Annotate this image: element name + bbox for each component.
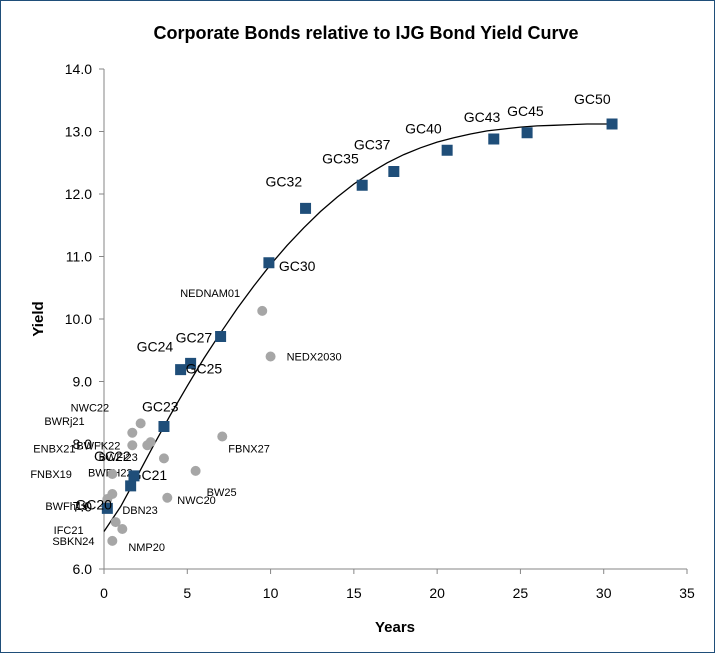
- corporate-bond-label: DBN23: [122, 505, 157, 517]
- corporate-bond-point: [162, 492, 173, 503]
- corporate-bond-label: NEDNAM01: [180, 288, 240, 300]
- government-bond-point: [128, 470, 140, 482]
- yield-curve-line: [103, 123, 612, 532]
- corporate-bond-point: [107, 469, 118, 479]
- corporate-bond-point: [107, 535, 118, 546]
- government-bond-label: GC25: [186, 360, 223, 376]
- government-bond-point: [158, 421, 170, 432]
- corporate-bond-label: FBNX27: [228, 444, 270, 456]
- government-bond-label: GC43: [464, 109, 501, 125]
- corporate-bond-point: [257, 305, 268, 316]
- government-bond-point: [300, 202, 312, 214]
- corporate-bond-label: IFC21: [54, 525, 84, 537]
- corporate-bond-point: [265, 351, 276, 362]
- corporate-bond-point: [127, 427, 138, 438]
- chart-title: Corporate Bonds relative to IJG Bond Yie…: [153, 23, 578, 43]
- government-bond-point: [125, 480, 137, 492]
- corporate-bond-point: [117, 524, 128, 534]
- government-bond-point: [185, 357, 197, 369]
- x-tick-label: 20: [429, 585, 445, 601]
- corporate-bond-label: BWFi23: [99, 452, 138, 464]
- government-bond-label: GC27: [176, 330, 213, 346]
- corporate-bond-label: BWFh19: [45, 501, 88, 513]
- corporate-bond-point: [217, 431, 228, 442]
- government-bond-label: GC40: [405, 120, 442, 136]
- corporate-bond-label: BWRj21: [44, 416, 84, 428]
- corporate-bond-point: [107, 489, 118, 499]
- government-bond-label: GC32: [266, 173, 303, 189]
- government-bond-label: GC50: [574, 91, 611, 107]
- y-axis-title: Yield: [30, 301, 47, 336]
- corporate-bond-label: ENBX21: [33, 443, 75, 455]
- y-tick-label: 8.0: [73, 436, 93, 452]
- government-bond-label: GC30: [279, 258, 316, 274]
- y-tick-label: 9.0: [73, 374, 93, 390]
- plot-area: 6.0 7.0 8.0 9.0 10.0 11.0 12.0 13.0 14.0 0 5 10 15 20…: [30, 61, 695, 601]
- corporate-bond-point: [145, 437, 156, 448]
- government-bond-point: [175, 364, 187, 376]
- corporate-bond-label: BW25: [207, 487, 237, 499]
- x-tick-label: 25: [513, 585, 529, 601]
- y-tick-label: 7.0: [73, 499, 93, 515]
- corporate-bond-label: NWC20: [177, 495, 216, 507]
- government-bond-label: GC22: [94, 448, 131, 464]
- y-tick-label: 12.0: [65, 186, 92, 202]
- y-tick-label: 13.0: [65, 124, 92, 140]
- government-bond-point: [521, 127, 533, 139]
- corporate-bond-label: SBKN24: [52, 536, 94, 548]
- government-bond-label: GC23: [142, 399, 179, 415]
- government-bond-label: GC37: [354, 137, 391, 153]
- government-bond-label: GC45: [507, 103, 544, 119]
- x-axis-title: Years: [375, 619, 415, 636]
- x-tick-label: 5: [183, 585, 191, 601]
- x-tick-label: 15: [346, 585, 362, 601]
- corporate-bond-point: [135, 418, 146, 429]
- y-tick-label: 14.0: [65, 61, 92, 77]
- corporate-bond-point: [127, 440, 138, 451]
- government-bond-point: [388, 166, 400, 177]
- government-bond-label: GC21: [131, 467, 168, 483]
- corporate-bond-label: FNBX19: [30, 469, 72, 481]
- government-bond-point: [441, 144, 453, 156]
- y-tick-label: 10.0: [65, 311, 92, 327]
- corporate-bond-label: NMP20: [128, 542, 165, 554]
- government-bond-point: [101, 502, 113, 514]
- corporate-bond-label: BWFK22: [76, 440, 120, 452]
- government-bond-point: [215, 331, 227, 342]
- x-tick-label: 30: [596, 585, 612, 601]
- y-tick-label: 11.0: [66, 249, 92, 265]
- government-bond-point: [488, 133, 500, 145]
- government-bond-point: [606, 118, 618, 130]
- corporate-bond-point: [158, 453, 169, 464]
- government-bond-point: [356, 179, 368, 191]
- corporate-bond-label: NWC22: [71, 402, 110, 414]
- y-tick-label: 6.0: [73, 561, 93, 577]
- government-bond-label: GC20: [75, 496, 112, 512]
- government-bond-label: GC35: [322, 150, 359, 166]
- corporate-bond-point: [190, 465, 201, 476]
- x-tick-label: 10: [263, 585, 279, 601]
- corporate-bond-point: [110, 517, 121, 528]
- corporate-bond-label: NEDX2030: [287, 352, 342, 364]
- x-tick-label: 35: [679, 585, 695, 601]
- government-bond-point: [263, 257, 275, 269]
- government-bond-label: GC24: [137, 339, 174, 355]
- x-tick-label: 0: [100, 585, 108, 601]
